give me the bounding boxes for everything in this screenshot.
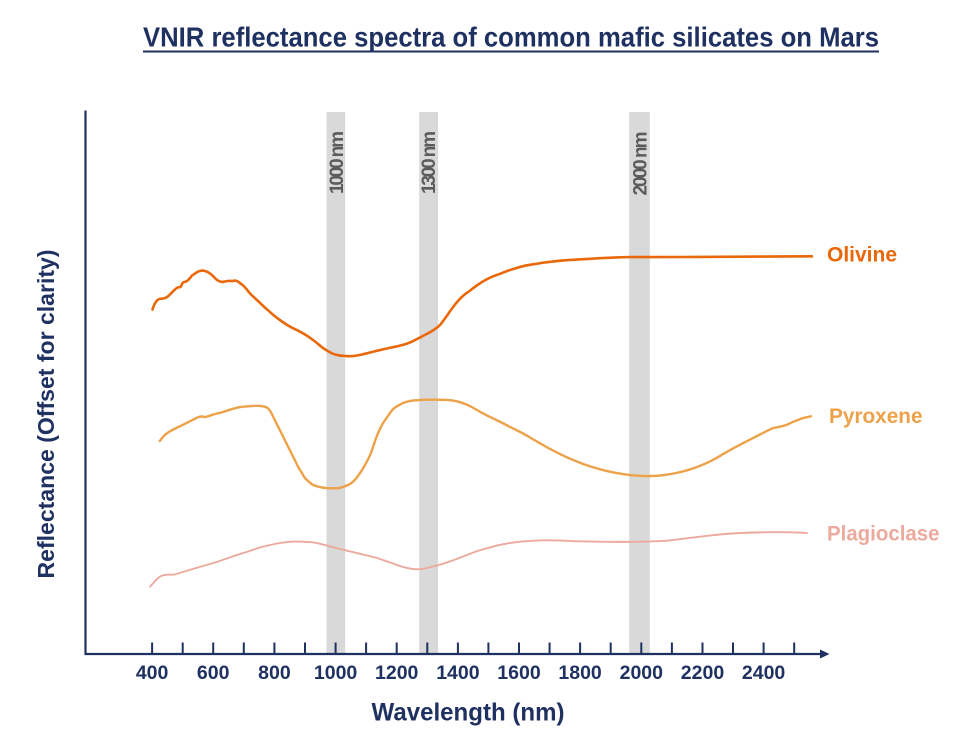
svg-text:800: 800 (258, 662, 291, 684)
svg-text:Reflectance (Offset for clarit: Reflectance (Offset for clarity) (33, 250, 59, 579)
svg-text:2000: 2000 (620, 662, 664, 684)
svg-text:1800: 1800 (558, 662, 602, 684)
svg-text:2400: 2400 (742, 662, 786, 684)
svg-text:400: 400 (136, 662, 169, 684)
svg-text:1000: 1000 (314, 662, 358, 684)
svg-text:Plagioclase: Plagioclase (827, 522, 940, 545)
svg-text:VNIR reflectance spectra of co: VNIR reflectance spectra of common mafic… (143, 22, 879, 53)
svg-text:2000 nm: 2000 nm (631, 132, 652, 196)
svg-text:1200: 1200 (375, 662, 419, 684)
svg-text:2200: 2200 (681, 662, 725, 684)
svg-text:Wavelength (nm): Wavelength (nm) (372, 699, 565, 727)
svg-text:1400: 1400 (436, 662, 480, 684)
svg-text:Pyroxene: Pyroxene (829, 405, 923, 428)
svg-text:1300 nm: 1300 nm (419, 131, 440, 194)
svg-text:600: 600 (197, 662, 230, 684)
svg-text:1600: 1600 (497, 662, 541, 684)
svg-text:Olivine: Olivine (827, 243, 897, 266)
svg-text:1000 nm: 1000 nm (327, 131, 348, 194)
